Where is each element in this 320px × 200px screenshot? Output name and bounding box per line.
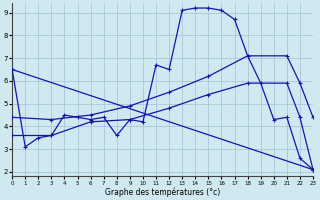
X-axis label: Graphe des températures (°c): Graphe des températures (°c) xyxy=(105,187,220,197)
